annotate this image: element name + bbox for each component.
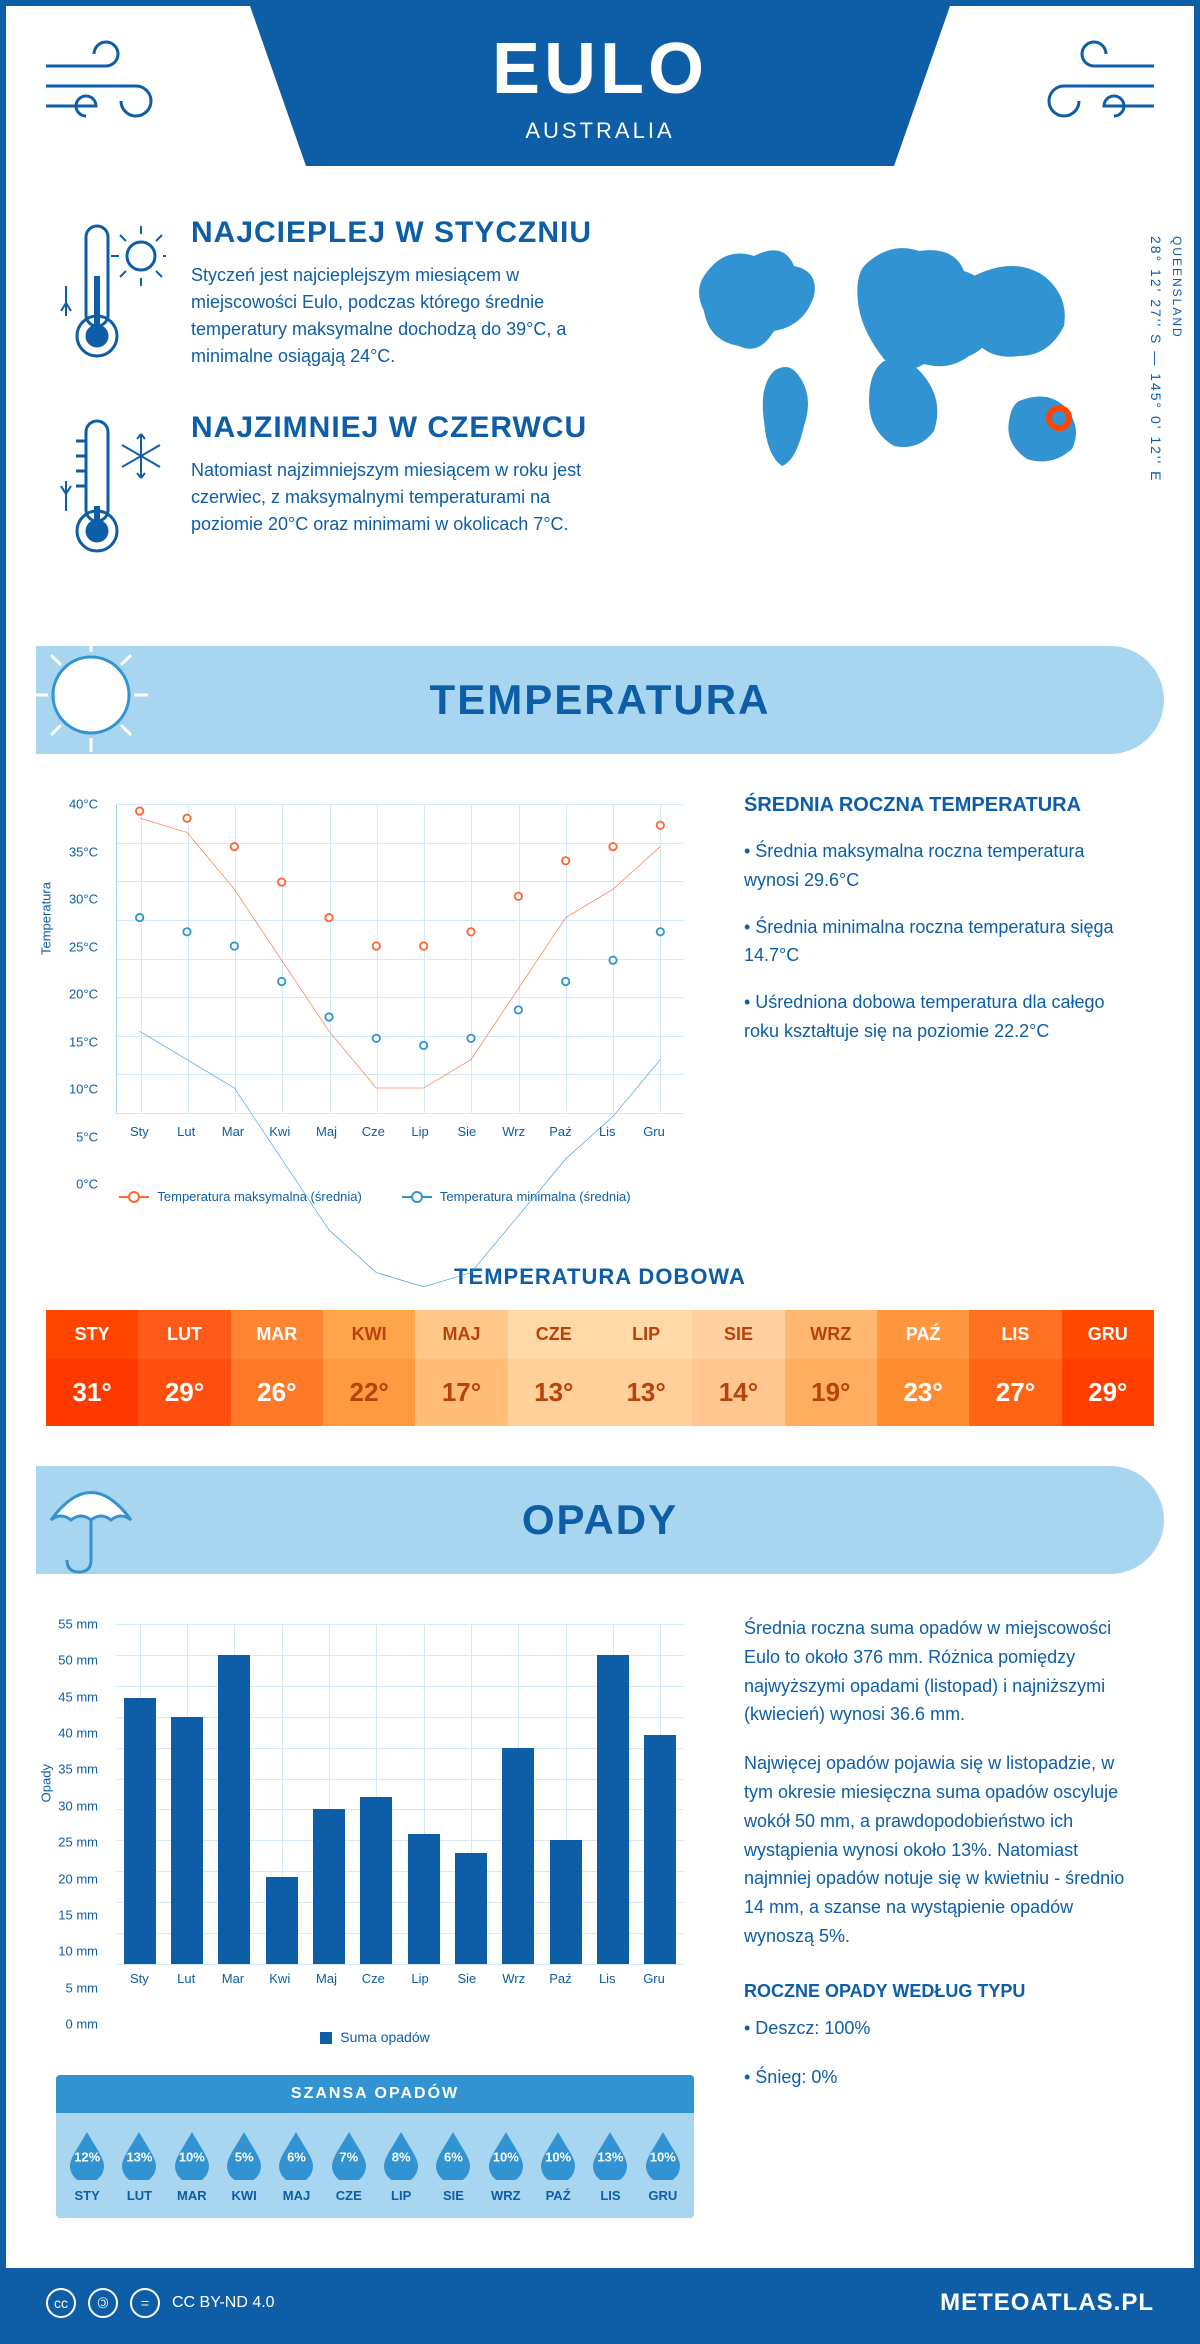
site-name: METEOATLAS.PL: [940, 2289, 1154, 2317]
raindrop-icon: 10%: [642, 2128, 684, 2180]
hottest-title: NAJCIEPLEJ W STYCZNIU: [191, 216, 624, 250]
precip-snow: • Śnieg: 0%: [744, 2063, 1144, 2092]
raindrop-icon: 5%: [223, 2128, 265, 2180]
temp-info-p2: • Średnia minimalna roczna temperatura s…: [744, 913, 1144, 971]
coordinates: 28° 12' 27'' S — 145° 0' 12'' E: [1148, 236, 1164, 482]
chance-col: 5%KWI: [218, 2128, 270, 2203]
chance-col: 6%SIE: [427, 2128, 479, 2203]
thermometer-cold-icon: [56, 411, 166, 566]
chance-col: 10%MAR: [166, 2128, 218, 2203]
bar: [313, 1809, 345, 1964]
world-map: QUEENSLAND 28° 12' 27'' S — 145° 0' 12''…: [664, 216, 1144, 606]
header: EULO AUSTRALIA: [6, 6, 1194, 186]
coldest-fact: NAJZIMNIEJ W CZERWCU Natomiast najzimnie…: [56, 411, 624, 566]
bar: [502, 1748, 534, 1964]
raindrop-icon: 13%: [589, 2128, 631, 2180]
city-name: EULO: [492, 28, 708, 110]
raindrop-icon: 12%: [66, 2128, 108, 2180]
chance-col: 13%LUT: [113, 2128, 165, 2203]
dobowa-col: GRU29°: [1062, 1310, 1154, 1426]
license-text: CC BY-ND 4.0: [172, 2294, 275, 2312]
bar: [124, 1698, 156, 1964]
precipitation-banner: OPADY: [36, 1466, 1164, 1574]
chance-col: 10%GRU: [637, 2128, 689, 2203]
temperature-info: ŚREDNIA ROCZNA TEMPERATURA • Średnia mak…: [744, 794, 1144, 1204]
wind-icon: [36, 36, 176, 141]
precip-legend: Suma opadów: [56, 2029, 694, 2045]
coldest-text: Natomiast najzimniejszym miesiącem w rok…: [191, 457, 624, 538]
raindrop-icon: 13%: [118, 2128, 160, 2180]
region-label: QUEENSLAND: [1170, 236, 1184, 339]
country-name: AUSTRALIA: [525, 118, 674, 144]
bar: [218, 1655, 250, 1964]
wind-icon: [1024, 36, 1164, 141]
nd-icon: =: [130, 2288, 160, 2318]
precipitation-title: OPADY: [522, 1496, 678, 1543]
temp-info-title: ŚREDNIA ROCZNA TEMPERATURA: [744, 794, 1144, 817]
bar: [644, 1735, 676, 1964]
intro-section: NAJCIEPLEJ W STYCZNIU Styczeń jest najci…: [6, 186, 1194, 646]
chance-col: 7%CZE: [323, 2128, 375, 2203]
temp-info-p1: • Średnia maksymalna roczna temperatura …: [744, 837, 1144, 895]
hottest-text: Styczeń jest najcieplejszym miesiącem w …: [191, 262, 624, 370]
chance-col: 6%MAJ: [270, 2128, 322, 2203]
precip-rain: • Deszcz: 100%: [744, 2014, 1144, 2043]
title-banner: EULO AUSTRALIA: [250, 6, 950, 166]
chance-col: 12%STY: [61, 2128, 113, 2203]
dobowa-col: WRZ19°: [785, 1310, 877, 1426]
raindrop-icon: 7%: [328, 2128, 370, 2180]
coldest-title: NAJZIMNIEJ W CZERWCU: [191, 411, 624, 445]
umbrella-icon: [26, 1450, 156, 1590]
raindrop-icon: 10%: [171, 2128, 213, 2180]
precipitation-info: Średnia roczna suma opadów w miejscowośc…: [744, 1614, 1144, 2218]
chance-title: SZANSA OPADÓW: [56, 2075, 694, 2113]
sun-icon: [26, 630, 156, 770]
raindrop-icon: 6%: [432, 2128, 474, 2180]
bar: [550, 1840, 582, 1964]
dobowa-col: SIE14°: [692, 1310, 784, 1426]
dobowa-col: LIS27°: [969, 1310, 1061, 1426]
cc-icon: cc: [46, 2288, 76, 2318]
bar: [266, 1877, 298, 1964]
temperature-banner: TEMPERATURA: [36, 646, 1164, 754]
precipitation-chart: Opady 0 mm5 mm10 mm15 mm20 mm25 mm30 mm3…: [56, 1614, 694, 2014]
by-icon: 🄯: [88, 2288, 118, 2318]
chance-table: SZANSA OPADÓW 12%STY13%LUT10%MAR5%KWI6%M…: [56, 2075, 694, 2218]
temperature-chart: Temperatura 0°C5°C10°C15°C20°C25°C30°C35…: [56, 794, 694, 1204]
chance-col: 8%LIP: [375, 2128, 427, 2203]
chance-col: 13%LIS: [584, 2128, 636, 2203]
chance-col: 10%PAŹ: [532, 2128, 584, 2203]
precip-type-title: ROCZNE OPADY WEDŁUG TYPU: [744, 1981, 1144, 2002]
thermometer-hot-icon: [56, 216, 166, 371]
hottest-fact: NAJCIEPLEJ W STYCZNIU Styczeń jest najci…: [56, 216, 624, 371]
bar: [455, 1853, 487, 1964]
bar: [408, 1834, 440, 1964]
raindrop-icon: 6%: [275, 2128, 317, 2180]
temp-y-axis-label: Temperatura: [39, 882, 54, 955]
precip-p2: Najwięcej opadów pojawia się w listopadz…: [744, 1749, 1144, 1951]
bar: [360, 1797, 392, 1964]
dobowa-col: PAŹ23°: [877, 1310, 969, 1426]
chance-col: 10%WRZ: [480, 2128, 532, 2203]
raindrop-icon: 8%: [380, 2128, 422, 2180]
raindrop-icon: 10%: [537, 2128, 579, 2180]
temperature-title: TEMPERATURA: [430, 676, 771, 723]
raindrop-icon: 10%: [485, 2128, 527, 2180]
bar: [171, 1717, 203, 1964]
bar: [597, 1655, 629, 1964]
temp-info-p3: • Uśredniona dobowa temperatura dla całe…: [744, 988, 1144, 1046]
footer: cc 🄯 = CC BY-ND 4.0 METEOATLAS.PL: [6, 2268, 1194, 2338]
precip-p1: Średnia roczna suma opadów w miejscowośc…: [744, 1614, 1144, 1729]
precip-y-axis-label: Opady: [39, 1764, 54, 1802]
